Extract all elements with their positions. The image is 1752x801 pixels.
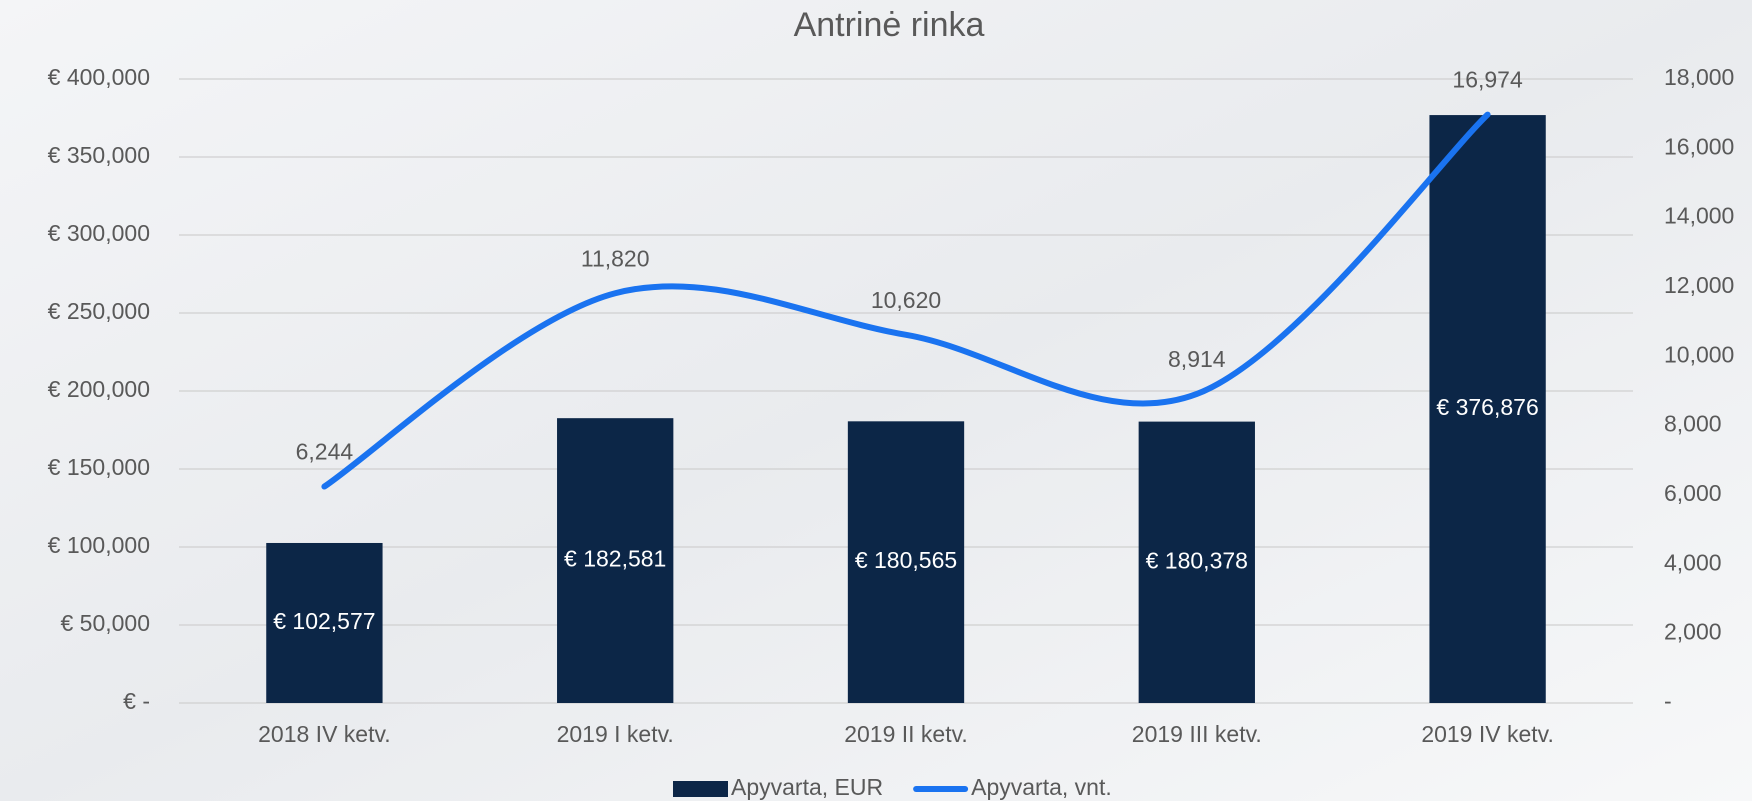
- y2-tick-label: 8,000: [1664, 411, 1722, 437]
- chart-title: Antrinė rinka: [794, 6, 985, 44]
- y2-tick-label: 16,000: [1664, 133, 1734, 159]
- y-tick-label: € 200,000: [48, 376, 150, 402]
- line-value-label: 8,914: [1168, 346, 1226, 372]
- bar: [1429, 115, 1546, 704]
- bar: [266, 542, 383, 703]
- y2-tick-label: 4,000: [1664, 549, 1722, 575]
- line-value-label: 6,244: [296, 439, 354, 465]
- y-tick-label: € 300,000: [48, 220, 150, 246]
- y-tick-label: € 150,000: [48, 454, 150, 480]
- x-tick-label: 2019 I ketv.: [557, 721, 674, 747]
- bar-value-label: € 180,565: [855, 547, 957, 573]
- y2-tick-label: 2,000: [1664, 619, 1722, 645]
- bar-value-label: € 376,876: [1436, 394, 1538, 420]
- line-value-label: 10,620: [871, 287, 941, 313]
- x-tick-label: 2019 II ketv.: [844, 721, 968, 747]
- bar: [1138, 421, 1255, 703]
- bar-value-label: € 180,378: [1146, 547, 1248, 573]
- y2-tick-label: 12,000: [1664, 272, 1734, 298]
- legend-label: Apyvarta, vnt.: [971, 774, 1112, 800]
- bar-value-label: € 102,577: [273, 608, 375, 634]
- y-tick-label: € 350,000: [48, 142, 150, 168]
- bar: [847, 421, 965, 703]
- x-tick-label: 2019 IV ketv.: [1421, 721, 1554, 747]
- y2-tick-label: 10,000: [1664, 341, 1734, 367]
- line: [321, 111, 1491, 490]
- y-tick-label: € 250,000: [48, 298, 150, 324]
- line-value-label: 16,974: [1452, 67, 1523, 93]
- y-tick-label: € 400,000: [48, 64, 150, 90]
- y-tick-label: € -: [123, 688, 150, 714]
- y2-tick-label: 18,000: [1664, 64, 1734, 90]
- y2-tick-label: 6,000: [1664, 480, 1722, 506]
- line-value-label: 11,820: [581, 245, 650, 271]
- bar-value-label: € 182,581: [564, 546, 666, 572]
- legend-swatch: [673, 781, 728, 797]
- bar: [557, 418, 674, 703]
- x-tick-label: 2018 IV ketv.: [258, 721, 391, 747]
- x-tick-label: 2019 III ketv.: [1132, 721, 1262, 747]
- y-tick-label: € 100,000: [48, 532, 150, 558]
- legend-label: Apyvarta, EUR: [731, 774, 883, 800]
- y2-tick-label: -: [1664, 688, 1672, 714]
- y-tick-label: € 50,000: [60, 610, 150, 636]
- y2-tick-label: 14,000: [1664, 203, 1734, 229]
